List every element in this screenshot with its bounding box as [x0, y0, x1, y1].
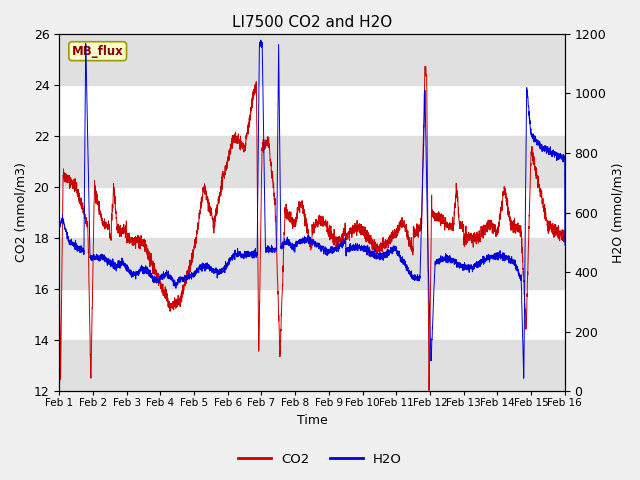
Y-axis label: H2O (mmol/m3): H2O (mmol/m3) [612, 162, 625, 263]
Legend: CO2, H2O: CO2, H2O [233, 447, 407, 471]
Bar [59, 34, 565, 85]
Bar [59, 238, 565, 289]
Title: LI7500 CO2 and H2O: LI7500 CO2 and H2O [232, 15, 392, 30]
X-axis label: Time: Time [296, 414, 328, 427]
Bar [59, 340, 565, 391]
Bar [59, 136, 565, 187]
Y-axis label: CO2 (mmol/m3): CO2 (mmol/m3) [15, 163, 28, 263]
Text: MB_flux: MB_flux [72, 45, 124, 58]
